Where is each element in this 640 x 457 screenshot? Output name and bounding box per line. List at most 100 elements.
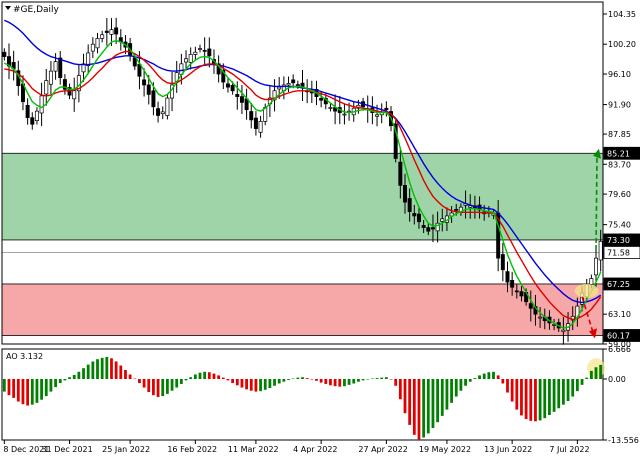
ao-bar <box>193 374 197 379</box>
candle-body <box>156 108 161 116</box>
ao-bar <box>319 378 323 383</box>
candle-body <box>384 107 389 111</box>
ao-bar <box>170 378 174 391</box>
ao-bar <box>329 378 332 386</box>
ao-bar <box>245 378 248 390</box>
price-label: 67.25 <box>607 280 630 289</box>
y-tick-label: 100.20 <box>608 40 636 49</box>
dropdown-arrow-icon[interactable] <box>5 6 11 10</box>
ao-bar <box>147 378 151 393</box>
candle-body <box>510 279 515 288</box>
ao-bar <box>203 371 207 379</box>
candle-body <box>184 58 189 63</box>
candle-body <box>114 27 119 35</box>
candle-body <box>95 38 100 49</box>
resistance-zone <box>1 152 604 241</box>
candle-body <box>221 70 226 83</box>
candle-body <box>225 83 230 88</box>
ao-y-tick-label: 6.666 <box>608 345 631 354</box>
candle-body <box>30 117 35 125</box>
price-label-box <box>603 277 640 291</box>
ao-bar <box>114 361 118 379</box>
ao-bar <box>589 370 593 379</box>
ao-bar <box>370 378 374 380</box>
y-tick-label: 96.10 <box>608 70 631 79</box>
ao-bar <box>119 365 123 379</box>
ao-bar <box>26 378 30 406</box>
ao-bar <box>482 373 486 379</box>
candle-body <box>81 63 86 73</box>
candle-body <box>239 96 244 103</box>
ao-bar <box>347 378 351 385</box>
ao-bar <box>524 378 528 420</box>
candle-body <box>538 316 543 319</box>
ao-bar <box>156 378 160 397</box>
support-zone <box>1 283 604 336</box>
ao-bar <box>538 378 542 421</box>
ao-title: AO 3.132 <box>6 352 43 361</box>
ao-bar <box>124 369 127 379</box>
ao-bar <box>310 378 314 380</box>
ao-bar <box>445 378 449 410</box>
candle-body <box>514 290 519 293</box>
ao-bar <box>96 359 99 379</box>
candle-body <box>393 123 398 159</box>
price-label: 73.30 <box>607 236 630 245</box>
candle-body <box>500 254 505 271</box>
ao-bar <box>375 378 379 379</box>
ao-bar <box>520 378 523 416</box>
ao-bar <box>268 378 272 388</box>
ao-bar <box>16 378 20 402</box>
ao-bar <box>77 371 81 379</box>
ao-bar <box>58 378 62 384</box>
ao-bar <box>86 364 90 379</box>
x-tick-label: 11 Mar 2022 <box>228 445 279 454</box>
ao-bar <box>249 378 253 391</box>
ao-bar <box>580 378 584 385</box>
ao-bar <box>35 378 39 403</box>
ao-bar <box>68 377 71 379</box>
ao-bar <box>305 378 309 379</box>
candle-body <box>426 227 431 232</box>
ao-bar <box>287 378 290 380</box>
candle-body <box>44 80 49 95</box>
candle-body <box>375 114 380 117</box>
ao-bar <box>179 378 183 384</box>
ao-bar <box>212 373 216 379</box>
y-tick-label: 83.70 <box>608 160 631 169</box>
forecast-arrow-up <box>595 154 598 251</box>
ao-bar <box>221 377 225 379</box>
ao-bar <box>110 358 113 379</box>
ao-bar <box>515 378 519 410</box>
candle-body <box>72 90 77 100</box>
ao-bar <box>473 378 477 379</box>
ao-bar <box>478 375 481 379</box>
candle-body <box>62 79 67 90</box>
ao-bar <box>315 378 318 381</box>
x-tick-label: 16 Feb 2022 <box>167 445 217 454</box>
ao-bar <box>389 378 393 380</box>
ao-bar <box>431 378 435 429</box>
ao-bar <box>291 378 295 380</box>
candle-body <box>398 161 403 186</box>
ao-bar <box>506 378 509 393</box>
y-tick-label: 59.00 <box>608 340 631 349</box>
ao-bar <box>417 378 421 440</box>
candle-body <box>2 51 7 57</box>
ao-bar <box>352 378 356 384</box>
ao-y-tick-label: 0.00 <box>608 375 626 384</box>
ao-bar <box>361 378 365 381</box>
ao-bar <box>412 378 416 435</box>
ao-bar <box>557 378 561 409</box>
ao-bar <box>277 378 281 384</box>
ao-bar <box>464 378 467 386</box>
candle-body <box>328 107 333 109</box>
candle-body <box>589 278 594 285</box>
ao-bar <box>366 378 370 380</box>
candle-body <box>198 48 202 50</box>
ao-bar <box>296 377 300 379</box>
candle-body <box>230 84 235 92</box>
ao-bar <box>534 378 537 422</box>
